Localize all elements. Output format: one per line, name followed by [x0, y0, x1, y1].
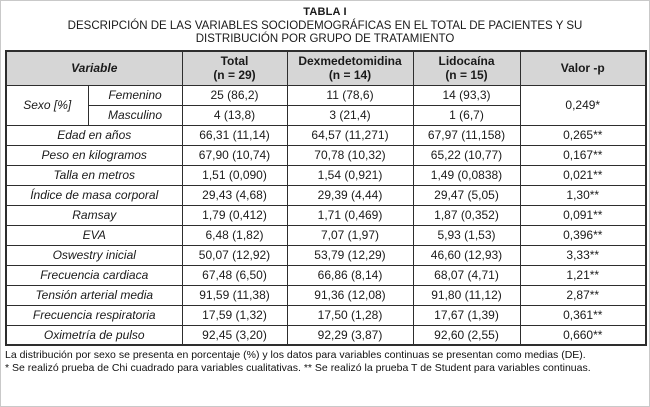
- cell-p: 0,361**: [519, 304, 647, 326]
- cell-p: 1,21**: [519, 264, 647, 286]
- cell-dex: 1,54 (0,921): [286, 164, 414, 186]
- cell-lido: 68,07 (4,71): [412, 264, 521, 286]
- cell-dex: 53,79 (12,29): [286, 244, 414, 266]
- sociodemographic-variables-table: Variable Total (n = 29) Dexmedetomidina …: [5, 50, 647, 346]
- cell-lido: 5,93 (1,53): [412, 224, 521, 246]
- cell-dex: 66,86 (8,14): [286, 264, 414, 286]
- cell-total: 67,48 (6,50): [181, 264, 288, 286]
- cell-total: 1,79 (0,412): [181, 204, 288, 226]
- table-footnote: La distribución por sexo se presenta en …: [5, 349, 645, 375]
- cell-dex: 17,50 (1,28): [286, 304, 414, 326]
- cell-lido: 14 (93,3): [412, 84, 521, 106]
- table-row-sexo-femenino: Sexo [%] Femenino 25 (86,2) 11 (78,6) 14…: [5, 84, 647, 126]
- header-col-lido-label: Lidocaína: [438, 54, 495, 69]
- cell-dex: 64,57 (11,271): [286, 124, 414, 146]
- row-variable: Índice de masa corporal: [5, 184, 183, 206]
- header-col-dex-n: (n = 14): [328, 68, 372, 83]
- cell-p-sexo: 0,249*: [519, 84, 647, 126]
- cell-p: 1,30**: [519, 184, 647, 206]
- cell-p: 0,660**: [519, 324, 647, 346]
- cell-total: 66,31 (11,14): [181, 124, 288, 146]
- cell-lido: 17,67 (1,39): [412, 304, 521, 326]
- cell-total: 1,51 (0,090): [181, 164, 288, 186]
- table-row: Frecuencia respiratoria 17,59 (1,32) 17,…: [5, 304, 647, 326]
- row-variable: Tensión arterial media: [5, 284, 183, 306]
- cell-total: 91,59 (11,38): [181, 284, 288, 306]
- table-row: Oswestry inicial 50,07 (12,92) 53,79 (12…: [5, 244, 647, 266]
- cell-total: 25 (86,2): [181, 84, 288, 106]
- cell-p: 2,87**: [519, 284, 647, 306]
- row-variable: Edad en años: [5, 124, 183, 146]
- table-row: Frecuencia cardiaca 67,48 (6,50) 66,86 (…: [5, 264, 647, 286]
- cell-dex: 29,39 (4,44): [286, 184, 414, 206]
- header-col-dex-label: Dexmedetomidina: [298, 54, 402, 69]
- table-row: Edad en años 66,31 (11,14) 64,57 (11,271…: [5, 124, 647, 146]
- header-col-pvalue: Valor -p: [519, 50, 647, 86]
- cell-p: 0,167**: [519, 144, 647, 166]
- cell-total: 29,43 (4,68): [181, 184, 288, 206]
- row-variable: Frecuencia cardiaca: [5, 264, 183, 286]
- cell-dex: 70,78 (10,32): [286, 144, 414, 166]
- sexo-sub-femenino: Femenino: [87, 84, 183, 106]
- table-row: Ramsay 1,79 (0,412) 1,71 (0,469) 1,87 (0…: [5, 204, 647, 226]
- cell-lido: 1,49 (0,0838): [412, 164, 521, 186]
- cell-dex: 11 (78,6): [286, 84, 414, 106]
- cell-total: 92,45 (3,20): [181, 324, 288, 346]
- cell-lido: 67,97 (11,158): [412, 124, 521, 146]
- cell-dex: 92,29 (3,87): [286, 324, 414, 346]
- cell-dex: 7,07 (1,97): [286, 224, 414, 246]
- header-row: Variable Total (n = 29) Dexmedetomidina …: [5, 50, 647, 86]
- cell-total: 4 (13,8): [181, 104, 288, 126]
- table-subtitle: DESCRIPCIÓN DE LAS VARIABLES SOCIODEMOGR…: [67, 20, 583, 45]
- cell-dex: 1,71 (0,469): [286, 204, 414, 226]
- cell-total: 6,48 (1,82): [181, 224, 288, 246]
- cell-lido: 92,60 (2,55): [412, 324, 521, 346]
- cell-lido: 29,47 (5,05): [412, 184, 521, 206]
- header-variable: Variable: [5, 50, 183, 86]
- cell-dex: 3 (21,4): [286, 104, 414, 126]
- row-variable: Oswestry inicial: [5, 244, 183, 266]
- row-variable: Peso en kilogramos: [5, 144, 183, 166]
- table-caption: TABLA I DESCRIPCIÓN DE LAS VARIABLES SOC…: [5, 6, 645, 46]
- header-col-total-n: (n = 29): [213, 68, 256, 83]
- header-col-lido-n: (n = 15): [445, 68, 488, 83]
- table-row-sexo-masculino: Masculino 4 (13,8) 3 (21,4) 1 (6,7): [6, 104, 646, 126]
- header-col-dexmedetomidina: Dexmedetomidina (n = 14): [286, 50, 414, 86]
- cell-lido: 1 (6,7): [412, 104, 521, 126]
- cell-dex: 91,36 (12,08): [286, 284, 414, 306]
- header-col-total: Total (n = 29): [181, 50, 288, 86]
- row-variable: Oximetría de pulso: [5, 324, 183, 346]
- table-row: Índice de masa corporal 29,43 (4,68) 29,…: [5, 184, 647, 206]
- header-col-lidocaina: Lidocaína (n = 15): [412, 50, 521, 86]
- cell-lido: 65,22 (10,77): [412, 144, 521, 166]
- table-row: EVA 6,48 (1,82) 7,07 (1,97) 5,93 (1,53) …: [5, 224, 647, 246]
- row-variable-sexo: Sexo [%]: [5, 84, 89, 126]
- sexo-sub-masculino: Masculino: [87, 104, 183, 126]
- row-variable: Ramsay: [5, 204, 183, 226]
- footnote-distribution-note: La distribución por sexo se presenta en …: [5, 349, 586, 361]
- table-row: Peso en kilogramos 67,90 (10,74) 70,78 (…: [5, 144, 647, 166]
- cell-p: 3,33**: [519, 244, 647, 266]
- table-row: Tensión arterial media 91,59 (11,38) 91,…: [5, 284, 647, 306]
- header-col-pvalue-label: Valor -p: [560, 61, 605, 76]
- cell-p: 0,265**: [519, 124, 647, 146]
- cell-total: 67,90 (10,74): [181, 144, 288, 166]
- cell-lido: 46,60 (12,93): [412, 244, 521, 266]
- cell-p: 0,396**: [519, 224, 647, 246]
- row-variable: EVA: [5, 224, 183, 246]
- cell-p: 0,021**: [519, 164, 647, 186]
- table-title: TABLA I: [303, 6, 347, 18]
- header-col-total-label: Total: [220, 54, 249, 69]
- table-row: Oximetría de pulso 92,45 (3,20) 92,29 (3…: [5, 324, 647, 346]
- cell-total: 17,59 (1,32): [181, 304, 288, 326]
- row-variable: Frecuencia respiratoria: [5, 304, 183, 326]
- cell-lido: 91,80 (11,12): [412, 284, 521, 306]
- cell-total: 50,07 (12,92): [181, 244, 288, 266]
- cell-lido: 1,87 (0,352): [412, 204, 521, 226]
- table-row: Talla en metros 1,51 (0,090) 1,54 (0,921…: [5, 164, 647, 186]
- row-variable: Talla en metros: [5, 164, 183, 186]
- footnote-tests-note: * Se realizó prueba de Chi cuadrado para…: [5, 362, 591, 374]
- cell-p: 0,091**: [519, 204, 647, 226]
